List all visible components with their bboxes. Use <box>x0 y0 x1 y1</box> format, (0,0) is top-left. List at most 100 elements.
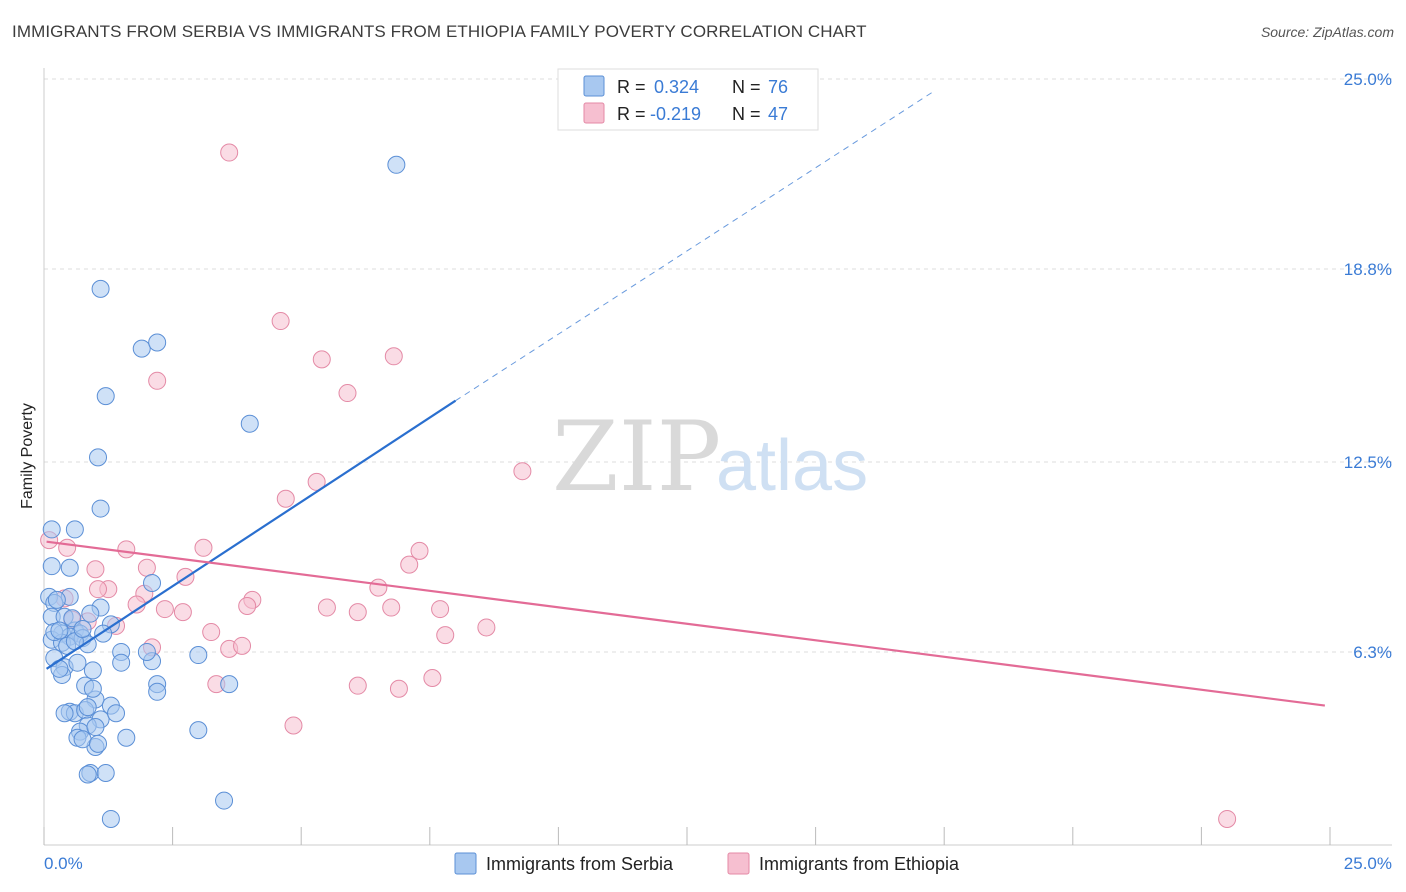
trend-line-ethiopia <box>46 540 1325 707</box>
y-axis-label: Family Poverty <box>19 403 36 509</box>
stats-n-label-ethiopia: N = <box>732 104 761 124</box>
axes <box>43 68 1392 846</box>
serbia-point <box>42 520 61 539</box>
ethiopia-point <box>86 560 105 579</box>
ethiopia-point <box>58 538 77 557</box>
series-serbia-points <box>40 155 406 828</box>
ethiopia-point <box>338 384 357 403</box>
serbia-point <box>47 590 66 609</box>
serbia-point <box>78 765 97 784</box>
ethiopia-point <box>307 472 326 491</box>
serbia-point <box>132 339 151 358</box>
serbia-point <box>148 333 167 352</box>
stats-n-label-serbia: N = <box>732 77 761 97</box>
ethiopia-point <box>137 558 156 577</box>
serbia-point <box>91 499 110 518</box>
series-legend: Immigrants from Serbia Immigrants from E… <box>454 852 960 875</box>
stats-legend-swatch-ethiopia <box>583 102 605 124</box>
serbia-point <box>65 520 84 539</box>
serbia-point <box>148 682 167 701</box>
stats-n-value-serbia: 76 <box>768 77 788 97</box>
serbia-point <box>137 642 156 661</box>
serbia-point <box>89 448 108 467</box>
serbia-point <box>50 621 69 640</box>
ethiopia-point <box>238 597 257 616</box>
serbia-point <box>78 698 97 717</box>
y-tick-label: 6.3% <box>1353 643 1392 662</box>
y-tick-label: 18.8% <box>1344 260 1392 279</box>
stats-legend-swatch-serbia <box>583 75 605 97</box>
ethiopia-point <box>233 636 252 655</box>
ethiopia-point <box>423 669 442 688</box>
ethiopia-point <box>1218 809 1237 828</box>
serbia-point <box>101 809 120 828</box>
ethiopia-point <box>194 538 213 557</box>
stats-r-value-serbia: 0.324 <box>654 77 699 97</box>
trend-line-serbia-extension <box>455 90 935 402</box>
ethiopia-point <box>276 489 295 508</box>
ethiopia-point <box>284 716 303 735</box>
serbia-point <box>81 604 100 623</box>
ethiopia-point <box>220 143 239 162</box>
serbia-point <box>83 679 102 698</box>
serbia-point <box>143 574 162 593</box>
y-tick-label: 25.0% <box>1344 70 1392 89</box>
stats-r-label-ethiopia: R = <box>617 104 646 124</box>
serbia-point <box>240 414 259 433</box>
ethiopia-point <box>117 540 136 559</box>
y-tick-label: 12.5% <box>1344 453 1392 472</box>
ethiopia-point <box>89 580 108 599</box>
ethiopia-point <box>513 462 532 481</box>
serbia-point <box>89 734 108 753</box>
watermark: ZIP atlas <box>552 401 868 513</box>
serbia-point <box>189 646 208 665</box>
serbia-point <box>73 730 92 749</box>
serbia-point <box>96 387 115 406</box>
serbia-point <box>189 721 208 740</box>
serbia-point <box>96 763 115 782</box>
serbia-point <box>91 279 110 298</box>
stats-r-value-ethiopia: -0.219 <box>650 104 701 124</box>
grid-lines <box>44 78 1392 653</box>
stats-r-label-serbia: R = <box>617 77 646 97</box>
serbia-point <box>83 661 102 680</box>
stats-legend: R = 0.324 N = 76 R = -0.219 N = 47 <box>557 68 819 131</box>
y-tick-labels: 6.3% 12.5% 18.8% 25.0% <box>1344 70 1392 662</box>
legend-swatch-ethiopia <box>727 852 750 875</box>
serbia-point <box>215 791 234 810</box>
ethiopia-point <box>348 603 367 622</box>
ethiopia-point <box>271 312 290 331</box>
serbia-point <box>73 619 92 638</box>
ethiopia-point <box>436 626 455 645</box>
ethiopia-point <box>431 600 450 619</box>
x-ticks <box>43 827 1331 845</box>
ethiopia-point <box>410 541 429 560</box>
ethiopia-point <box>202 623 221 642</box>
ethiopia-point <box>477 618 496 637</box>
serbia-point <box>60 558 79 577</box>
serbia-point <box>42 557 61 576</box>
ethiopia-point <box>384 347 403 366</box>
trend-lines <box>45 90 1325 707</box>
stats-n-value-ethiopia: 47 <box>768 104 788 124</box>
ethiopia-point <box>369 578 388 597</box>
source-credit: Source: ZipAtlas.com <box>1260 24 1394 40</box>
serbia-point <box>112 653 131 672</box>
ethiopia-point <box>400 555 419 574</box>
watermark-atlas: atlas <box>716 426 868 506</box>
x-tick-label-max: 25.0% <box>1344 854 1392 873</box>
ethiopia-point <box>312 350 331 369</box>
ethiopia-point <box>148 371 167 390</box>
serbia-point <box>107 704 126 723</box>
legend-swatch-serbia <box>454 852 477 875</box>
ethiopia-point <box>173 603 192 622</box>
serbia-point <box>68 653 87 672</box>
ethiopia-point <box>317 598 336 617</box>
serbia-point <box>387 155 406 174</box>
ethiopia-point <box>348 676 367 695</box>
watermark-zip: ZIP <box>552 401 721 513</box>
trend-line-serbia <box>45 399 457 670</box>
ethiopia-point <box>389 679 408 698</box>
serbia-point <box>55 704 74 723</box>
